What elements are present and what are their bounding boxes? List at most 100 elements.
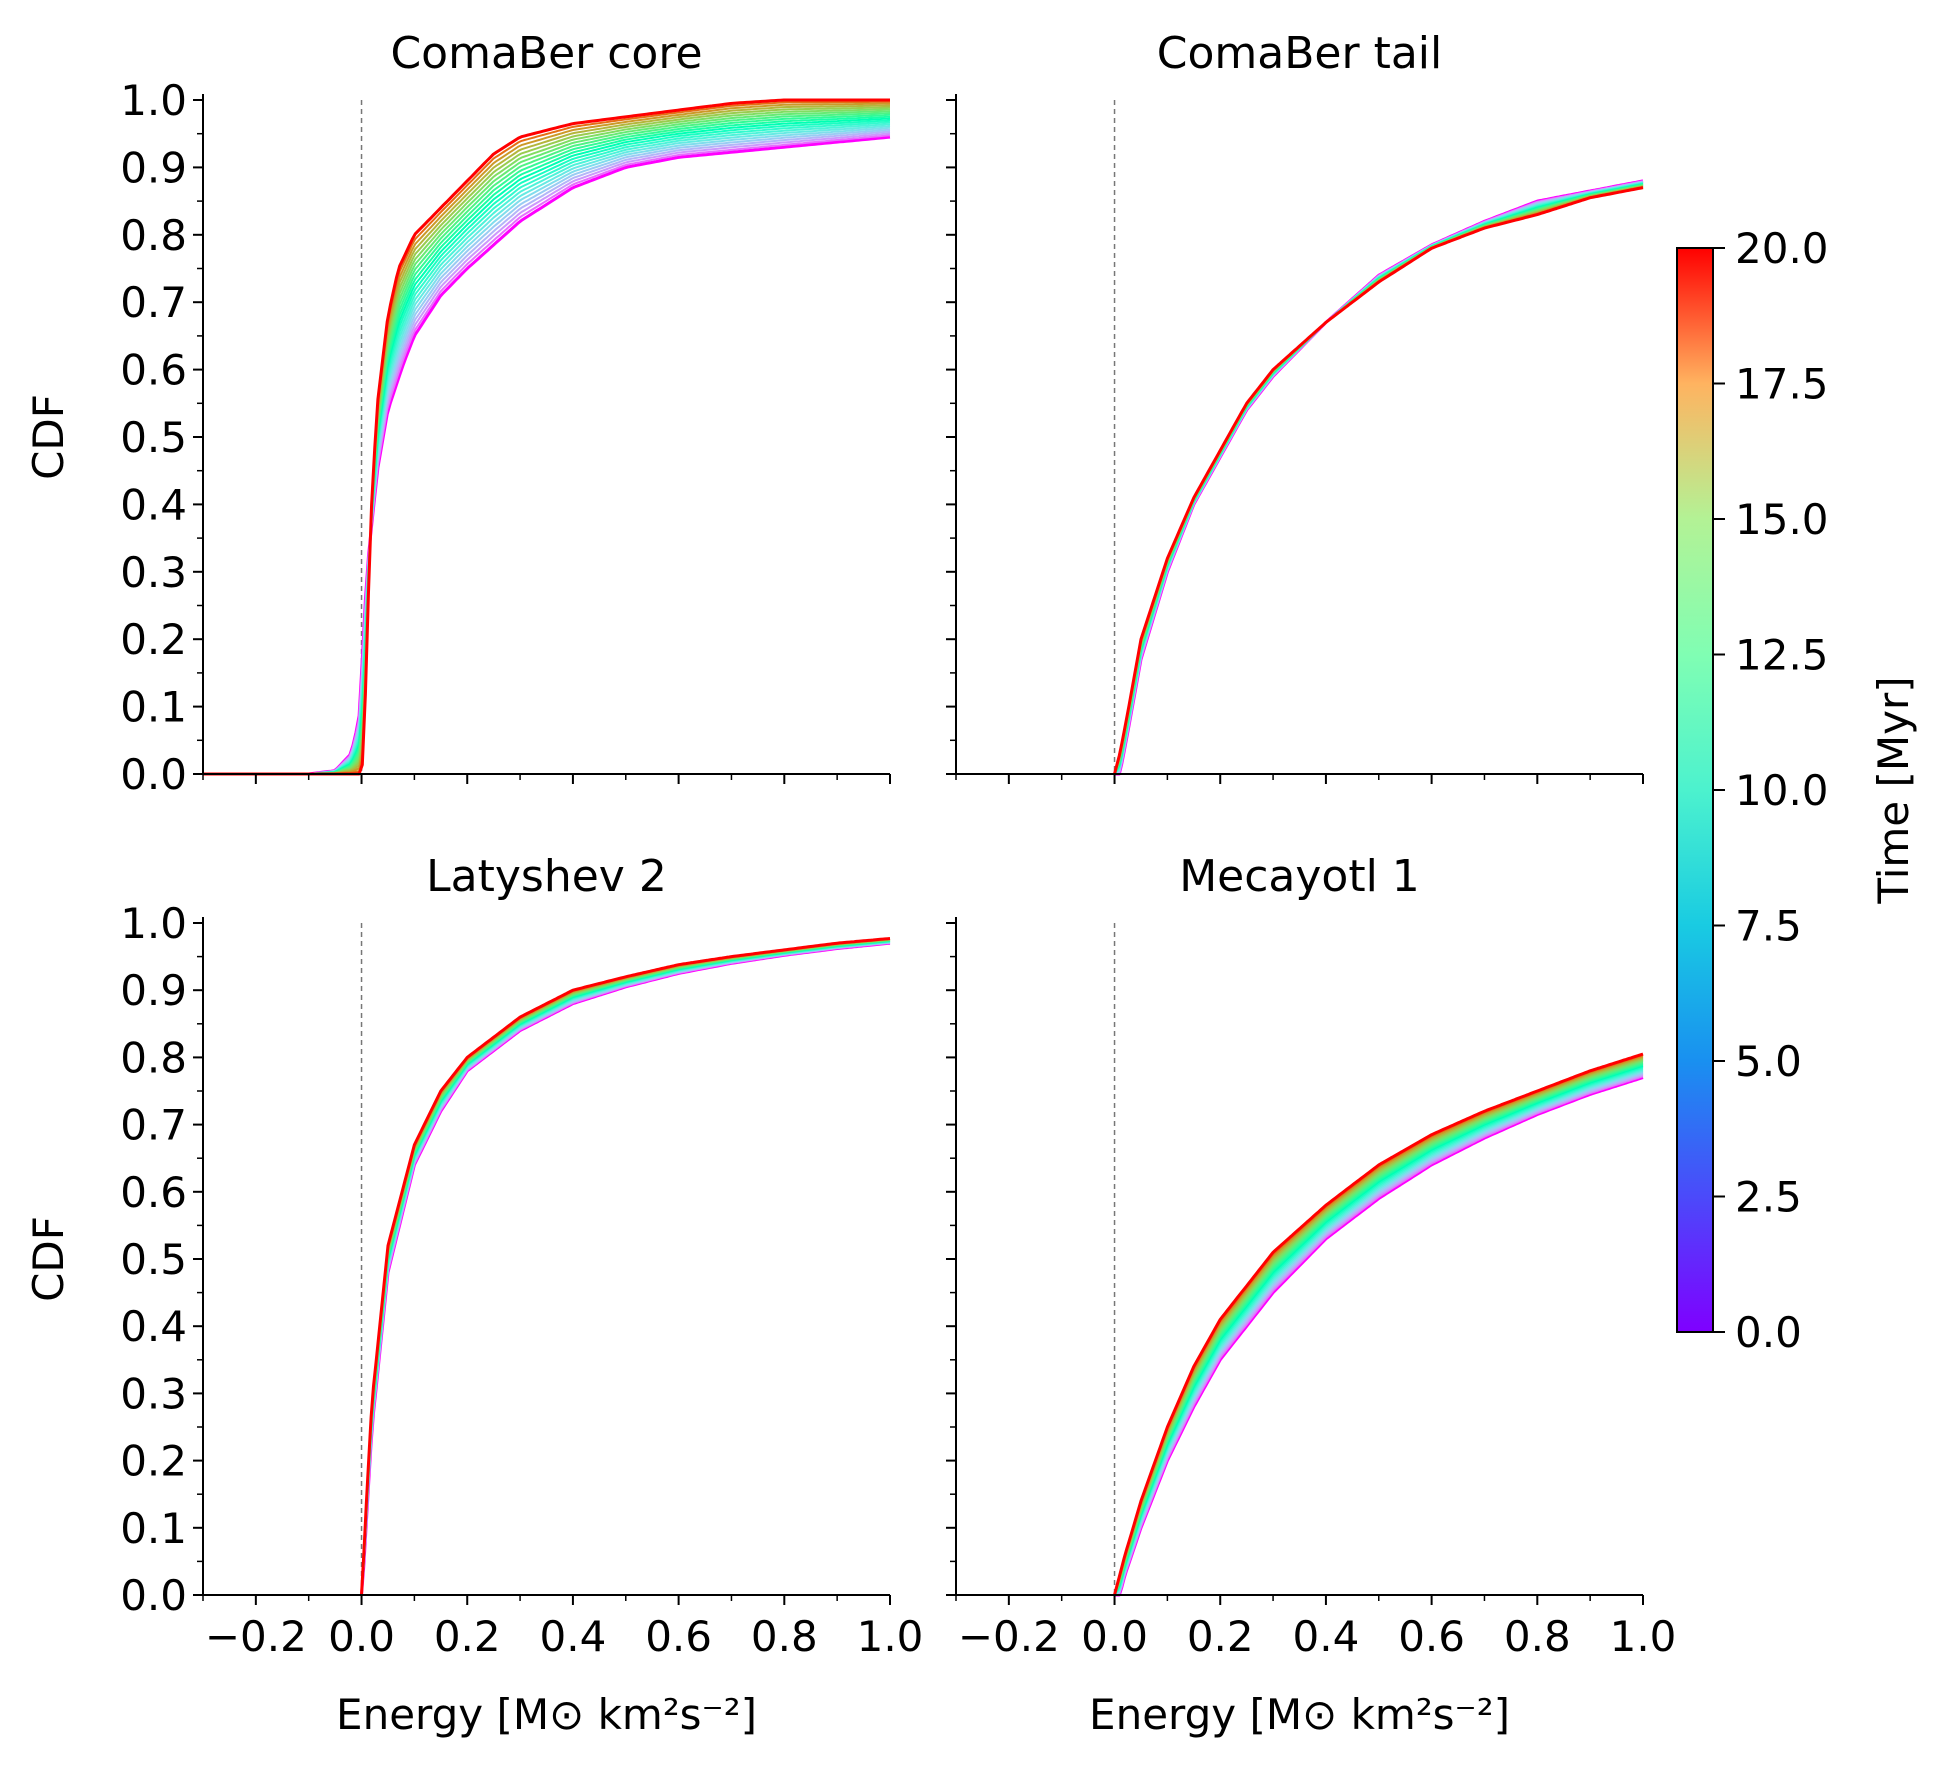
cdf-curve-t7.0: [360, 940, 891, 1596]
x-tick-label: 1.0: [857, 1612, 924, 1661]
panel-title: ComaBer core: [390, 28, 702, 79]
y-tick-label: 0.7: [120, 1101, 187, 1150]
cdf-curve-t2.0: [1114, 1074, 1644, 1596]
x-tick-label: 0.8: [751, 1612, 818, 1661]
panel-comaber-tail: ComaBer tail: [946, 28, 1644, 784]
colorbar-tick-label: 12.5: [1735, 631, 1829, 680]
colorbar-tick-label: 20.0: [1735, 224, 1829, 273]
y-axis-label: CDF: [24, 1216, 73, 1302]
cdf-curve-t16.0: [203, 106, 891, 775]
x-tick-label: 0.0: [1081, 1612, 1148, 1661]
cdf-curve-t1.0: [203, 134, 891, 775]
colorbar-tick-label: 15.0: [1735, 495, 1829, 544]
panel-title: Mecayotl 1: [1179, 851, 1420, 902]
cdf-curve-t6.0: [360, 940, 891, 1596]
cdf-curve-t14.0: [1113, 1060, 1644, 1596]
cdf-curve-t6.0: [203, 124, 891, 775]
x-axis-label: Energy [M⊙ km²s⁻²]: [1089, 1690, 1510, 1739]
cdf-curve-t19.0: [360, 937, 891, 1596]
x-tick-label: −0.2: [205, 1612, 307, 1661]
y-tick-label: 0.5: [120, 413, 187, 462]
cdf-curve-t10.0: [1113, 183, 1644, 775]
cdf-curve-t4.0: [1113, 181, 1644, 775]
cdf-curve-t18.0: [360, 937, 891, 1596]
cdf-curve-t15.0: [203, 108, 890, 775]
cdf-curve-t8.0: [1113, 182, 1644, 775]
cdf-curve-t17.0: [1113, 1056, 1644, 1596]
cdf-curve-t5.0: [360, 941, 891, 1596]
colorbar-gradient: [1676, 247, 1714, 1333]
panel-title: ComaBer tail: [1157, 28, 1442, 79]
cdf-curve-t5.0: [1113, 181, 1644, 775]
cdf-curve-t15.0: [360, 938, 891, 1596]
x-tick-label: 0.4: [540, 1612, 607, 1661]
cdf-curve-t9.0: [1113, 1066, 1644, 1596]
cdf-curve-t2.0: [1114, 180, 1644, 775]
cdf-curve-t11.0: [203, 115, 891, 775]
panel-latyshev-2: Latyshev 2 0.0 0.1 0.2 0.3 0.4 0.5 0.6 0.7 0.8 0.9…: [24, 851, 923, 1739]
cdf-curve-t3.0: [1113, 180, 1644, 775]
x-axis-label: Energy [M⊙ km²s⁻²]: [336, 1690, 757, 1739]
cdf-curve-t5.0: [1113, 1070, 1644, 1596]
y-tick-label: 0.2: [120, 1437, 187, 1486]
cdf-curve-t2.0: [360, 941, 891, 1596]
y-tick-label: 0.3: [120, 548, 187, 597]
y-tick-label: 0.1: [120, 683, 187, 732]
cdf-curve-t3.0: [1113, 1073, 1644, 1596]
colorbar-tick-label: 17.5: [1735, 360, 1829, 409]
cdf-curve-t3.0: [360, 941, 891, 1596]
cdf-curve-t13.0: [1113, 1061, 1644, 1596]
x-tick-label: 0.2: [1187, 1612, 1254, 1661]
cdf-curve-t1.0: [1114, 1075, 1644, 1596]
cdf-curve-t12.0: [203, 113, 891, 775]
cdf-curve-t4.0: [360, 941, 891, 1596]
cdf-curve-t12.0: [360, 939, 891, 1596]
cdf-curve-t4.0: [203, 128, 891, 775]
colorbar-tick-label: 7.5: [1735, 902, 1802, 951]
y-tick-label: 0.8: [120, 211, 187, 260]
cdf-curve-t0.0: [1114, 179, 1644, 776]
cdf-curve-t12.0: [1113, 183, 1644, 775]
colorbar: 0.0 2.5 5.0 7.5 10.0 12.5 15.0 17.5 20.0 Time [M…: [1676, 224, 1918, 1357]
y-tick-label: 1.0: [120, 76, 187, 125]
cdf-curve-t0.0: [360, 941, 891, 1596]
cdf-curve-t13.0: [360, 939, 891, 1596]
cdf-curve-t7.0: [1113, 182, 1644, 775]
cdf-curve-t8.0: [203, 121, 891, 775]
x-tick-label: 0.2: [434, 1612, 501, 1661]
cdf-curve-t4.0: [1113, 1071, 1644, 1596]
cdf-curve-t10.0: [203, 117, 891, 775]
colorbar-tick-label: 2.5: [1735, 1173, 1802, 1222]
colorbar-tick-label: 10.0: [1735, 766, 1829, 815]
cdf-curve-t6.0: [1113, 181, 1644, 775]
cdf-curve-t7.0: [203, 123, 891, 775]
y-tick-label: 0.3: [120, 1369, 187, 1418]
y-tick-label: 0.5: [120, 1235, 187, 1284]
cdf-curve-t16.0: [1113, 1057, 1644, 1596]
cdf-curve-t15.0: [1113, 1058, 1644, 1596]
cdf-curve-t19.0: [1113, 1054, 1644, 1596]
cdf-curve-t8.0: [360, 940, 891, 1596]
cdf-curve-t3.0: [203, 130, 891, 775]
cdf-curve-t17.0: [360, 938, 891, 1596]
cdf-curve-t2.0: [203, 132, 891, 775]
y-tick-label: 0.1: [120, 1504, 187, 1553]
cdf-curve-t7.0: [1113, 1068, 1644, 1596]
x-tick-label: 0.4: [1293, 1612, 1360, 1661]
y-tick-label: 0.6: [120, 346, 187, 395]
y-tick-label: 0.4: [120, 480, 187, 529]
panel-mecayotl-1: Mecayotl 1 −0.2 0.0 0.2 0.4 0.6 0.8 1.0 Energy […: [946, 851, 1676, 1739]
x-tick-label: 0.6: [1398, 1612, 1465, 1661]
colorbar-label: Time [Myr]: [1869, 676, 1918, 904]
x-tick-label: 1.0: [1610, 1612, 1677, 1661]
y-tick-label: 0.2: [120, 615, 187, 664]
cdf-curve-t14.0: [203, 110, 891, 775]
y-tick-label: 0.0: [120, 1571, 187, 1620]
cdf-curve-t11.0: [1113, 1063, 1644, 1596]
panel-title: Latyshev 2: [426, 851, 667, 902]
cdf-curve-t13.0: [203, 112, 891, 775]
y-tick-label: 0.9: [120, 143, 187, 192]
cdf-curve-t12.0: [1113, 1062, 1644, 1596]
x-tick-label: 0.6: [645, 1612, 712, 1661]
